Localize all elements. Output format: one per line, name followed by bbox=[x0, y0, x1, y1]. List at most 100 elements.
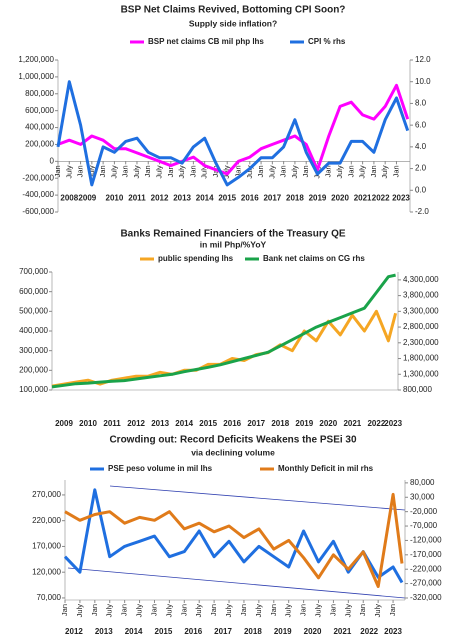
x-tick-label: July bbox=[105, 604, 114, 618]
x-tick-label: Jan bbox=[388, 604, 397, 616]
year-label: 2022 bbox=[360, 627, 378, 636]
x-tick-label: July bbox=[135, 604, 144, 618]
x-tick-label: Jan bbox=[358, 604, 367, 616]
y2-tick-label: 1,300,000 bbox=[403, 369, 439, 378]
trend-line-lower bbox=[67, 567, 406, 599]
x-tick-label: Jan bbox=[328, 604, 337, 616]
x-tick-label: July bbox=[254, 604, 263, 618]
y-tick-label: 100,000 bbox=[19, 385, 48, 394]
y-tick-label: -400,000 bbox=[22, 190, 54, 199]
x-tick-label: July bbox=[343, 604, 352, 618]
year-label: 2018 bbox=[286, 193, 304, 202]
legend-label: PSE peso volume in mil lhs bbox=[108, 464, 213, 473]
series-line bbox=[51, 309, 398, 388]
x-tick-label: Jan bbox=[143, 165, 152, 177]
y2-tick-label: 12.0 bbox=[415, 55, 431, 64]
year-label: 2009 bbox=[78, 193, 96, 202]
x-tick-label: Jan bbox=[369, 165, 378, 177]
y2-tick-label: -70,000 bbox=[410, 521, 438, 530]
year-label: 2016 bbox=[184, 627, 202, 636]
x-tick-label: July bbox=[87, 165, 96, 179]
y-tick-label: 1,200,000 bbox=[18, 55, 54, 64]
x-tick-label: July bbox=[290, 165, 299, 179]
x-tick-label: July bbox=[335, 165, 344, 179]
x-tick-label: Jan bbox=[279, 165, 288, 177]
y-tick-label: 1,000,000 bbox=[18, 72, 54, 81]
year-label: 2014 bbox=[125, 627, 143, 636]
y2-tick-label: 30,000 bbox=[410, 492, 435, 501]
x-tick-label: July bbox=[222, 165, 231, 179]
legend-label: Monthly Deficit in mil rhs bbox=[278, 464, 374, 473]
y-tick-label: 200,000 bbox=[19, 365, 48, 374]
y2-tick-label: -270,000 bbox=[410, 579, 442, 588]
y-tick-label: 0 bbox=[50, 156, 55, 165]
year-label: 2018 bbox=[244, 627, 262, 636]
series-line bbox=[57, 83, 410, 176]
y2-tick-label: -170,000 bbox=[410, 550, 442, 559]
y2-tick-label: 0.0 bbox=[415, 185, 427, 194]
y2-tick-label: 3,300,000 bbox=[403, 306, 439, 315]
legend-label: public spending lhs bbox=[158, 254, 234, 263]
x-tick-label: Jan bbox=[269, 604, 278, 616]
x-tick-label: July bbox=[109, 165, 118, 179]
x-tick-label: Jan bbox=[166, 165, 175, 177]
year-label: 2013 bbox=[151, 419, 169, 428]
y-tick-label: 400,000 bbox=[25, 123, 54, 132]
chart-title: BSP Net Claims Revived, Bottoming CPI So… bbox=[121, 5, 346, 16]
x-tick-label: July bbox=[64, 165, 73, 179]
year-label: 2022 bbox=[367, 419, 385, 428]
y2-tick-label: 10.0 bbox=[415, 77, 431, 86]
year-label: 2015 bbox=[199, 419, 217, 428]
x-tick-label: July bbox=[373, 604, 382, 618]
year-label: 2023 bbox=[392, 193, 410, 202]
year-label: 2019 bbox=[274, 627, 292, 636]
x-tick-label: July bbox=[284, 604, 293, 618]
year-label: 2013 bbox=[95, 627, 113, 636]
x-tick-label: July bbox=[380, 165, 389, 179]
year-label: 2023 bbox=[384, 627, 402, 636]
year-label: 2021 bbox=[354, 193, 372, 202]
y2-tick-label: 3,800,000 bbox=[403, 291, 439, 300]
y-tick-label: 220,000 bbox=[32, 516, 61, 525]
year-label: 2021 bbox=[333, 627, 351, 636]
x-tick-label: July bbox=[132, 165, 141, 179]
x-tick-label: July bbox=[194, 604, 203, 618]
y-tick-label: 70,000 bbox=[37, 593, 62, 602]
y2-tick-label: 6.0 bbox=[415, 120, 427, 129]
x-tick-label: Jan bbox=[324, 165, 333, 177]
x-tick-label: Jan bbox=[299, 604, 308, 616]
y-tick-label: 170,000 bbox=[32, 542, 61, 551]
x-tick-label: Jan bbox=[188, 165, 197, 177]
series-line bbox=[63, 488, 404, 584]
year-label: 2016 bbox=[241, 193, 259, 202]
year-label: 2019 bbox=[295, 419, 313, 428]
chart-subtitle: Supply side inflation? bbox=[189, 18, 277, 28]
y-tick-label: 600,000 bbox=[19, 287, 48, 296]
y-tick-label: 700,000 bbox=[19, 267, 48, 276]
x-tick-label: July bbox=[75, 604, 84, 618]
y-tick-label: 270,000 bbox=[32, 490, 61, 499]
y-tick-label: 500,000 bbox=[19, 306, 48, 315]
y2-tick-label: 2,300,000 bbox=[403, 338, 439, 347]
year-label: 2009 bbox=[55, 419, 73, 428]
y2-tick-label: -320,000 bbox=[410, 593, 442, 602]
x-tick-label: Jan bbox=[121, 165, 130, 177]
year-label: 2021 bbox=[343, 419, 361, 428]
chart-subtitle: in mil Php/%YoY bbox=[200, 239, 267, 249]
year-label: 2020 bbox=[331, 193, 349, 202]
x-tick-label: July bbox=[358, 165, 367, 179]
x-tick-label: Jan bbox=[239, 604, 248, 616]
year-label: 2022 bbox=[372, 193, 390, 202]
x-tick-label: Jan bbox=[301, 165, 310, 177]
x-tick-label: Jan bbox=[209, 604, 218, 616]
year-label: 2020 bbox=[319, 419, 337, 428]
x-tick-label: July bbox=[245, 165, 254, 179]
x-tick-label: Jan bbox=[98, 165, 107, 177]
year-label: 2011 bbox=[128, 193, 146, 202]
year-label: 2012 bbox=[65, 627, 83, 636]
y-tick-label: -200,000 bbox=[22, 173, 54, 182]
x-tick-label: July bbox=[313, 604, 322, 618]
year-label: 2015 bbox=[155, 627, 173, 636]
x-tick-label: July bbox=[177, 165, 186, 179]
chart-subtitle: via declining volume bbox=[191, 447, 275, 457]
